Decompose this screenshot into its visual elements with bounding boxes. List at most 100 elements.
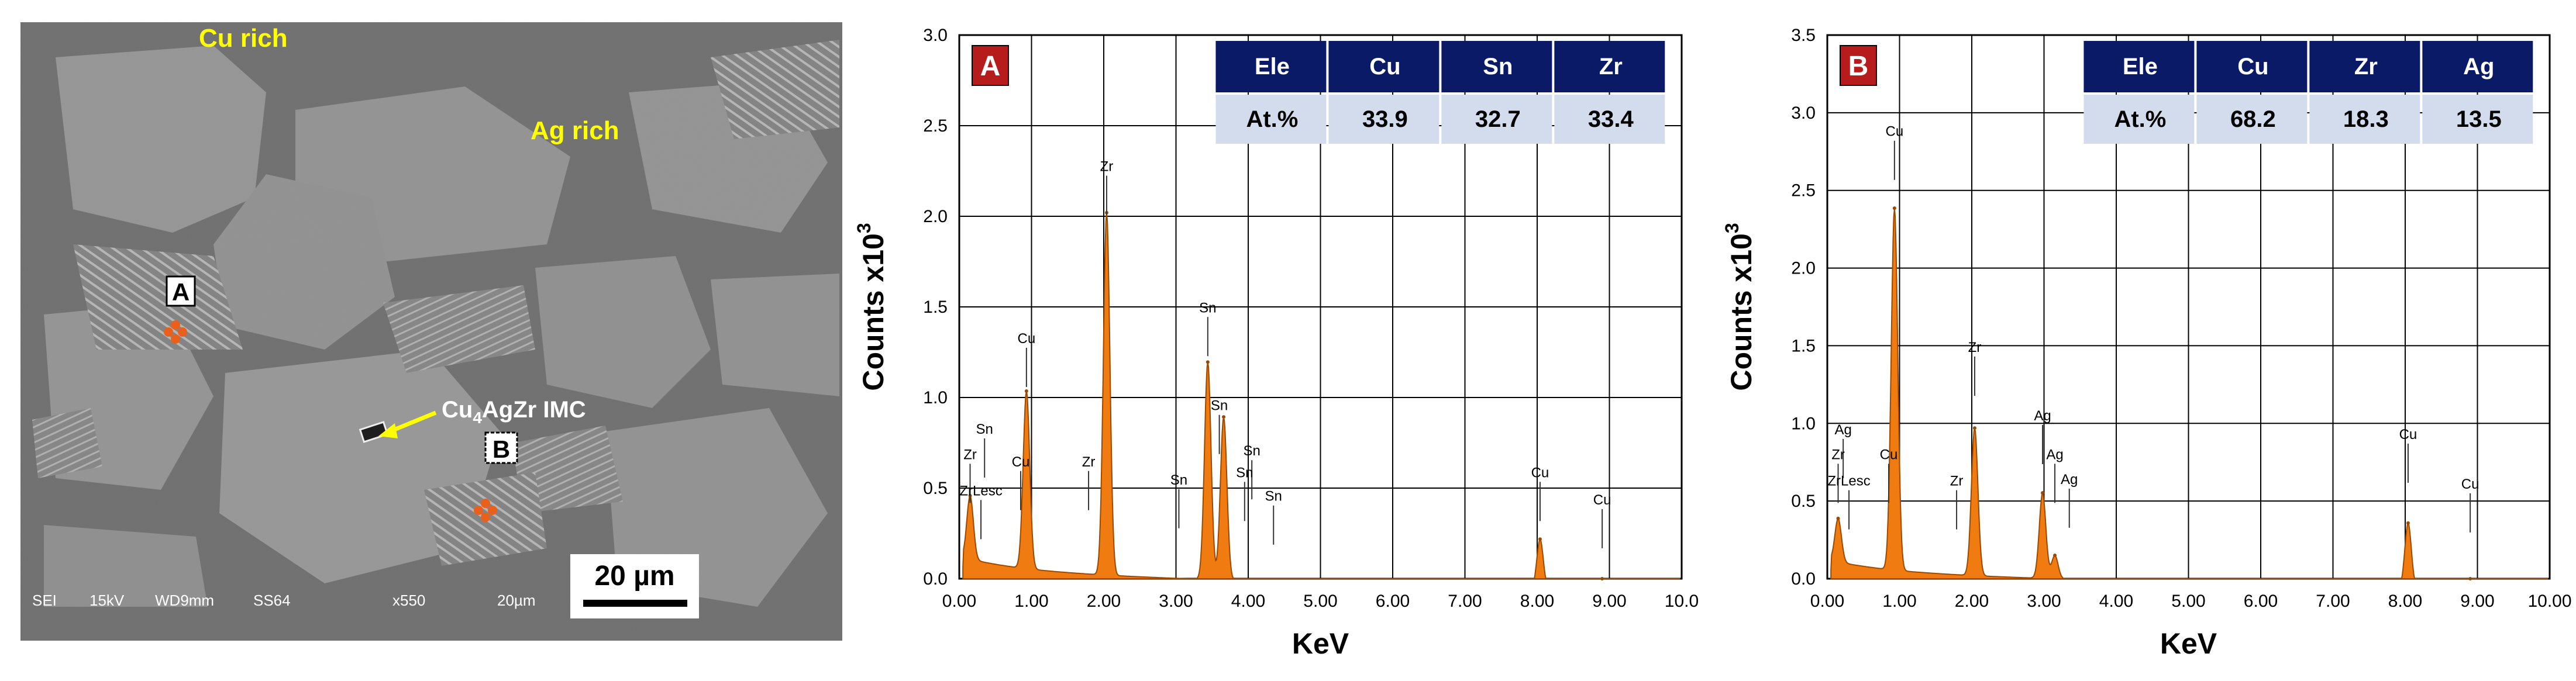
x-tick-label: 2.00 [1087,592,1121,611]
y-axis-title: Counts x103 [853,223,890,390]
point-a-box [166,275,196,307]
table-cell-text: 33.4 [1588,106,1634,132]
peak-label: Sn [1243,443,1260,459]
spectrum-peak [1836,516,1840,520]
table-header-cell [1215,41,1327,92]
y-tick-label: 0.0 [1791,569,1816,589]
peak-label: Ag [1834,422,1851,438]
table-header-cell [2309,41,2420,92]
peak-label: Zr [1082,454,1096,470]
x-axis-title: KeV [2160,627,2217,660]
table-header-cell [2422,41,2533,92]
table-cell-text: 18.3 [2343,106,2389,132]
table-cell-text: 33.9 [1362,106,1408,132]
x-tick-label: 7.00 [1448,592,1482,611]
point-a-label: A [172,278,190,306]
eds-spectrum-a: 0.00 1.00 2.00 3.00 4.00 5.00 6.00 7.00 8.00 9.00… [853,26,1699,660]
y-tick-label: 0.5 [1791,492,1816,511]
x-tick-label: 8.00 [1520,592,1554,611]
info-spot-size: SS64 [253,592,291,609]
x-tick-label: 10.0 [1665,592,1699,611]
eds-spectrum-b: 0.00 1.00 2.00 3.00 4.00 5.00 6.00 7.00 8.00 9.00… [1721,26,2572,660]
table-cell-text: At.% [2114,106,2166,132]
table-header-cell [1328,41,1439,92]
table-cell [2083,95,2195,144]
table-cell-text: 68.2 [2230,106,2276,132]
spectrum-area [1830,208,2549,579]
cu-rich-label: Cu rich [199,24,288,53]
table-header-cell [1441,41,1552,92]
x-tick-label: 7.00 [2316,592,2350,611]
table-header-text: Ele [1255,54,1290,79]
y-axis-title: Counts x103 [1721,223,1758,390]
ag-rich-label: Ag rich [531,116,619,145]
spectrum-peak [1600,577,1604,580]
spectrum-peak [1538,537,1542,541]
x-tick-label: 4.00 [2099,592,2133,611]
micrograph-texture [20,22,842,641]
table-cell-text: 32.7 [1475,106,1521,132]
table-cell [2422,95,2533,144]
spectrum-peak [1972,426,1976,430]
x-tick-label: 9.00 [2460,592,2494,611]
table-header-cell [2196,41,2308,92]
table-cell [2196,95,2308,144]
peak-label: Cu [1593,492,1611,508]
spectrum-peak [2406,521,2410,525]
x-tick-label: 1.00 [1014,592,1048,611]
y-tick-label: 1.5 [923,298,948,317]
table-header-cell [1554,41,1665,92]
peak-label: Cu [1880,447,1898,462]
imc-label: Cu4AgZr IMC [442,397,586,427]
peak-label: Cu [1012,454,1030,470]
table-header-text: Sn [1483,54,1513,79]
spectrum-peak [1206,360,1210,364]
spectrum-peak [1024,389,1028,393]
peak-label: Zr [963,447,977,462]
peak-label: Zr [1968,340,1982,355]
y-tick-label: 1.0 [923,388,948,407]
panel-badge [1840,45,1877,86]
table-header-text: Ele [2123,54,2158,79]
x-tick-label: 10.00 [2527,592,2571,611]
peak-label: ZrLesc [1827,473,1870,489]
peak-label: Zr [1100,159,1114,175]
x-tick-label: 0.00 [942,592,976,611]
x-tick-label: 3.00 [2027,592,2061,611]
point-b-box [484,431,518,464]
spectrum-peak [2041,491,2045,495]
x-tick-label: 8.00 [2388,592,2422,611]
x-tick-label: 6.00 [2244,592,2278,611]
spectrum-peak [2053,554,2057,558]
peak-label: Sn [1170,472,1187,488]
info-working-distance: WD9mm [155,592,214,609]
table-header-text: Cu [2237,54,2268,79]
peak-label: Cu [1018,331,1036,347]
peak-label: Ag [2061,472,2078,488]
table-cell [2309,95,2420,144]
panel-badge [972,45,1009,86]
y-tick-label: 3.0 [923,26,948,45]
table-header-text: Zr [2354,54,2378,79]
scale-bar-box [570,554,699,618]
y-tick-label: 2.0 [923,207,948,226]
point-b-marker-icon [474,499,497,522]
info-magnification: x550 [392,592,425,609]
spectrum-peak [2468,577,2472,580]
scale-bar-label: 20 µm [594,561,674,592]
table-cell [1215,95,1327,144]
x-tick-label: 2.00 [1955,592,1989,611]
peak-label: Cu [2399,427,2417,443]
y-tick-label: 0.0 [923,569,948,589]
peak-label: Sn [1211,398,1228,414]
imc-arrow-icon [389,410,437,434]
info-detector: SEI [32,592,57,609]
table-header-cell [2083,41,2195,92]
x-tick-label: 4.00 [1231,592,1265,611]
info-scale: 20µm [497,592,536,609]
peak-label: Sn [1236,465,1253,480]
y-tick-label: 3.0 [1791,103,1816,123]
peak-label: Ag [2034,408,2051,424]
x-axis-title: KeV [1292,627,1349,660]
table-cell-text: 13.5 [2456,106,2502,132]
